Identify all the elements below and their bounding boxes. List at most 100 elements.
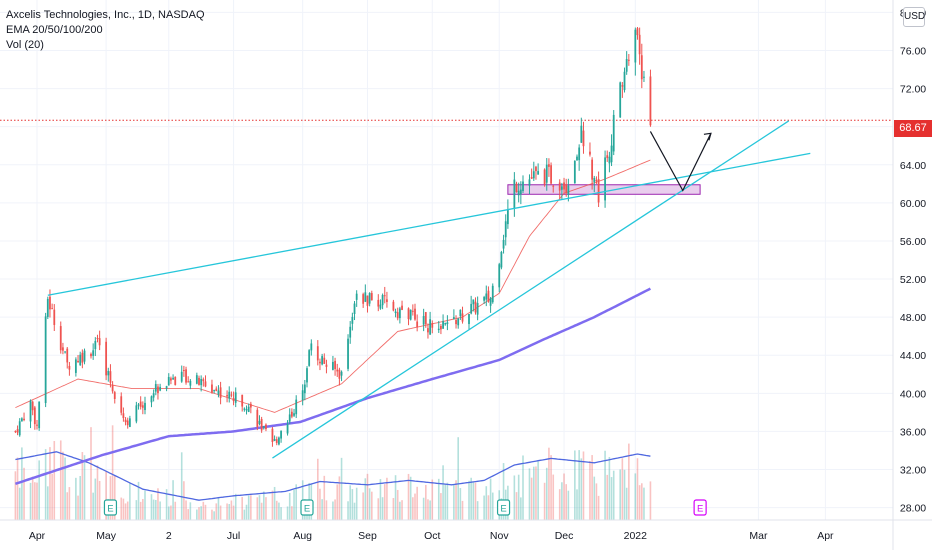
candle-body <box>355 293 358 300</box>
volume-bar <box>36 482 38 520</box>
volume-indicator-label[interactable]: Vol (20) <box>6 39 44 51</box>
volume-bar <box>522 455 524 520</box>
candle-body <box>124 419 127 423</box>
volume-bar <box>180 452 183 520</box>
volume-bar <box>49 447 51 520</box>
volume-bar <box>204 504 207 520</box>
candle-body <box>249 403 252 408</box>
candle-body <box>332 361 334 370</box>
trendline-upper <box>47 152 811 296</box>
volume-bar <box>122 498 125 520</box>
earnings-marker[interactable]: E <box>103 499 118 516</box>
volume-bar <box>455 480 457 520</box>
volume-bar <box>589 460 591 520</box>
volume-bar <box>126 501 129 520</box>
volume-bar <box>124 503 127 520</box>
candle-body <box>440 326 442 330</box>
volume-bar <box>92 492 94 520</box>
candle-body <box>446 322 449 325</box>
volume-bar <box>515 492 518 520</box>
volume-bar <box>487 495 490 520</box>
volume-bar <box>334 499 336 520</box>
volume-bar <box>470 477 472 520</box>
candle-body <box>180 371 183 382</box>
candle-body <box>489 298 492 306</box>
volume-bar <box>628 443 630 520</box>
candle-body <box>582 130 585 147</box>
candle-body <box>94 340 97 350</box>
candle-body <box>576 156 578 161</box>
candle-body <box>483 297 486 301</box>
volume-bar <box>381 497 384 520</box>
volume-bar <box>111 425 114 520</box>
candle-body <box>476 303 479 315</box>
volume-bar <box>230 500 233 520</box>
candle-body <box>517 190 520 196</box>
candle-body <box>215 388 218 392</box>
volume-bar <box>211 509 213 520</box>
earnings-marker[interactable]: E <box>300 499 314 516</box>
volume-bar <box>332 501 334 520</box>
volume-bar <box>396 489 399 520</box>
volume-bar <box>150 494 153 520</box>
volume-bar <box>196 509 198 520</box>
volume-bar <box>383 484 386 520</box>
candle-body <box>20 418 23 422</box>
volume-bar <box>459 488 462 520</box>
candle-body <box>627 59 630 61</box>
candle-body <box>457 318 460 326</box>
candle-body <box>273 439 276 441</box>
volume-bar <box>226 503 228 520</box>
price-tick-label: 36.00 <box>900 426 926 438</box>
candle-body <box>198 377 200 385</box>
candle-body <box>597 178 600 203</box>
candle-body <box>243 408 246 410</box>
volume-bar <box>293 489 295 520</box>
volume-bar <box>273 486 276 520</box>
candle-body <box>321 356 324 365</box>
candle-body <box>623 71 626 91</box>
volume-bar <box>109 476 112 520</box>
time-tick-label: 2022 <box>624 530 648 542</box>
candle-body <box>504 221 507 238</box>
candle-body <box>79 354 82 366</box>
candle-body <box>506 209 509 225</box>
currency-button[interactable]: USD <box>903 7 925 27</box>
candle-body <box>379 304 382 309</box>
candle-body <box>522 181 524 192</box>
volume-bar <box>604 450 606 520</box>
candle-body <box>513 179 516 209</box>
volume-bar <box>574 450 576 520</box>
candle-body <box>336 369 339 372</box>
candle-body <box>38 401 41 429</box>
volume-bar <box>353 502 356 520</box>
candle-body <box>135 405 138 422</box>
candle-body <box>260 419 263 431</box>
volume-bar <box>401 500 403 520</box>
candle-body <box>407 308 410 320</box>
candle-body <box>167 376 170 386</box>
candle-body <box>500 252 503 268</box>
candle-body <box>468 314 470 325</box>
candle-body <box>643 76 645 78</box>
candle-body <box>338 369 341 379</box>
volume-bar <box>641 483 643 520</box>
volume-bar <box>427 499 429 520</box>
volume-bar <box>349 485 351 520</box>
candle-body <box>334 360 336 370</box>
earnings-marker[interactable]: E <box>496 499 511 516</box>
candle-body <box>381 295 384 306</box>
candle-body <box>303 384 306 394</box>
candle-body <box>589 151 591 155</box>
candle-body <box>532 171 535 179</box>
time-tick-label: Nov <box>490 530 509 542</box>
ema-indicator-label[interactable]: EMA 20/50/100/200 <box>6 24 103 36</box>
price-tick-label: 40.00 <box>900 388 926 400</box>
volume-ma <box>15 451 651 501</box>
volume-bar <box>379 479 382 520</box>
candle-body <box>165 386 168 389</box>
candle-body <box>535 166 537 172</box>
volume-bar <box>325 500 328 520</box>
earnings-marker[interactable]: E <box>693 499 707 516</box>
